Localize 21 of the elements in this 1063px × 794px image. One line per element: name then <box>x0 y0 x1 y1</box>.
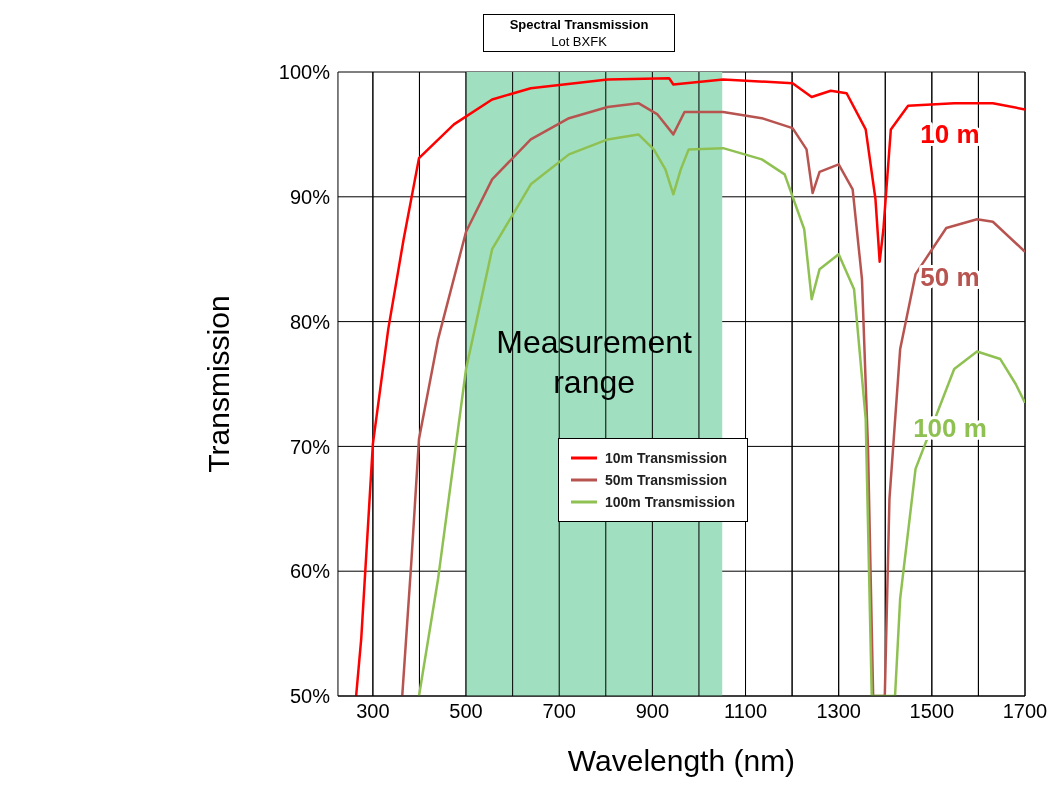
x-tick-label: 700 <box>542 700 576 723</box>
y-tick-label: 100% <box>278 61 331 84</box>
x-axis-title: Wavelength (nm) <box>567 744 796 777</box>
legend-label: 50m Transmission <box>605 471 728 490</box>
y-tick-label: 70% <box>289 435 331 458</box>
x-tick-label: 1500 <box>909 700 955 723</box>
x-tick-label: 900 <box>635 700 670 723</box>
chart-subtitle: Lot BXFK <box>550 33 608 50</box>
y-tick-label: 60% <box>289 560 331 583</box>
legend-label: 100m Transmission <box>605 493 735 512</box>
legend-label: 10m Transmission <box>605 449 728 468</box>
chart-title: Spectral Transmission <box>508 16 650 33</box>
x-tick-label: 500 <box>449 700 483 723</box>
x-tick-label: 1300 <box>816 700 861 723</box>
x-tick-label: 300 <box>356 700 390 723</box>
x-tick-label: 1700 <box>1002 700 1048 723</box>
y-tick-label: 90% <box>289 185 331 208</box>
y-axis-title: Transmission <box>201 295 235 473</box>
y-tick-label: 50% <box>289 685 331 708</box>
x-tick-label: 1100 <box>724 700 768 723</box>
y-tick-label: 80% <box>289 310 331 333</box>
